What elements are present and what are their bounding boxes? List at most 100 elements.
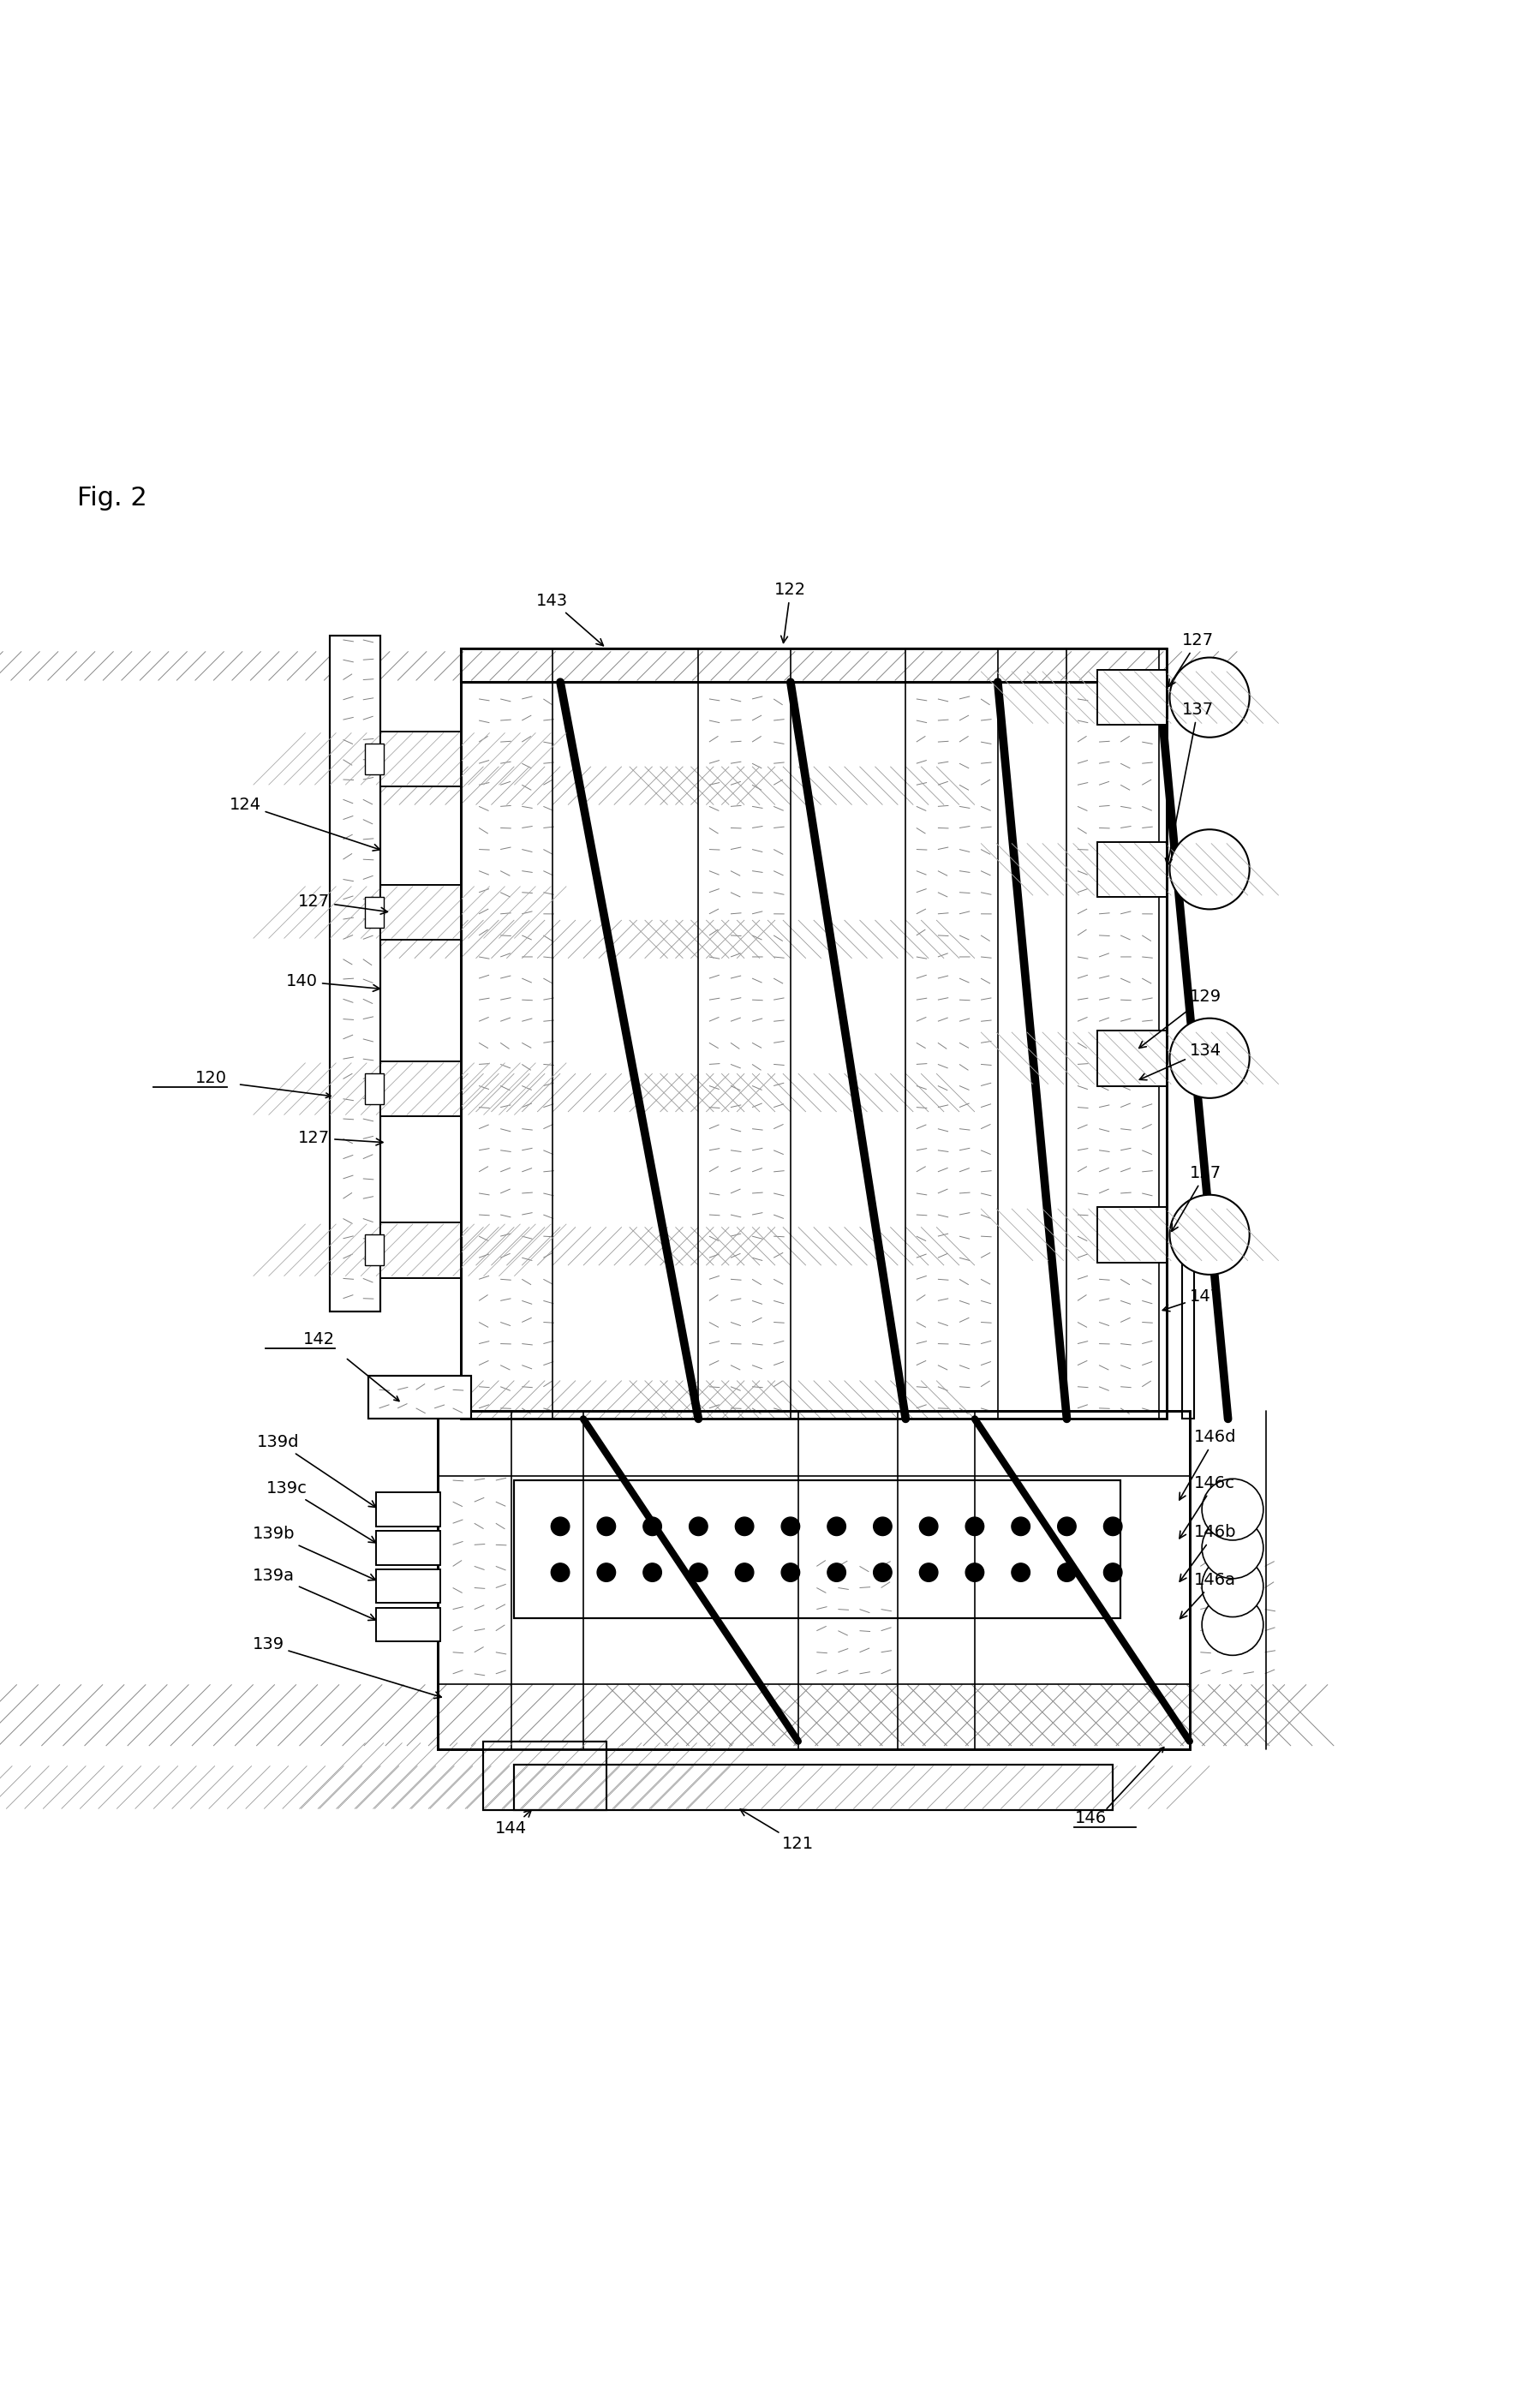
Circle shape	[781, 1517, 800, 1536]
Bar	[330, 636, 381, 1312]
Bar	[783, 1228, 898, 1264]
Bar	[906, 681, 990, 1418]
Bar	[553, 766, 698, 804]
Bar	[906, 681, 990, 1418]
Circle shape	[827, 1517, 846, 1536]
Text: 147: 147	[1162, 1288, 1222, 1312]
Bar	[376, 1493, 441, 1527]
Bar	[376, 1531, 441, 1565]
Bar	[442, 1476, 511, 1686]
Text: 139b: 139b	[252, 1527, 376, 1580]
Text: 144: 144	[496, 1811, 531, 1837]
Bar	[553, 766, 698, 804]
Circle shape	[1104, 1563, 1122, 1582]
Bar	[553, 1074, 698, 1112]
Bar	[514, 1481, 1121, 1618]
Bar	[333, 638, 378, 1308]
Bar	[381, 1223, 460, 1279]
Bar	[441, 1686, 1187, 1746]
Circle shape	[873, 1563, 892, 1582]
Bar	[1099, 843, 1165, 896]
Bar	[460, 648, 1167, 681]
Bar	[468, 681, 553, 1418]
Bar	[381, 884, 460, 939]
Bar	[376, 1493, 441, 1527]
Text: 129: 129	[1139, 990, 1222, 1047]
Circle shape	[597, 1517, 616, 1536]
Bar	[783, 920, 898, 958]
Bar	[382, 732, 459, 785]
Text: 139c: 139c	[266, 1481, 376, 1544]
Circle shape	[1058, 1517, 1076, 1536]
Circle shape	[597, 1563, 616, 1582]
Bar	[1190, 1553, 1266, 1686]
Text: 127: 127	[298, 893, 387, 915]
Bar	[1098, 843, 1167, 898]
Text: 122: 122	[775, 583, 806, 643]
Bar	[1099, 843, 1165, 896]
Bar	[1099, 672, 1165, 722]
Bar	[382, 886, 459, 939]
Bar	[1098, 843, 1167, 898]
Bar	[1098, 1206, 1167, 1262]
Bar	[514, 1765, 1113, 1811]
Circle shape	[966, 1563, 984, 1582]
Text: 146b: 146b	[1180, 1524, 1237, 1582]
Bar	[783, 766, 898, 804]
Bar	[365, 744, 384, 775]
Bar	[1067, 681, 1159, 1418]
Bar	[553, 1228, 698, 1264]
Bar	[485, 1743, 605, 1808]
Text: 139d: 139d	[256, 1433, 376, 1507]
Circle shape	[919, 1517, 938, 1536]
Bar	[460, 681, 1167, 1418]
Bar	[783, 1074, 898, 1112]
Circle shape	[781, 1563, 800, 1582]
Bar	[468, 681, 553, 1418]
Circle shape	[1202, 1594, 1263, 1654]
Circle shape	[873, 1517, 892, 1536]
Circle shape	[1104, 1517, 1122, 1536]
Text: 143: 143	[536, 592, 603, 645]
Bar	[783, 1380, 898, 1418]
Bar	[806, 1553, 898, 1686]
Circle shape	[689, 1563, 708, 1582]
Bar	[553, 920, 698, 958]
Bar	[1099, 1209, 1165, 1262]
Bar	[1098, 1031, 1167, 1086]
Circle shape	[1170, 1194, 1249, 1274]
Text: 121: 121	[740, 1808, 814, 1852]
Circle shape	[551, 1517, 569, 1536]
Bar	[368, 1375, 471, 1418]
Text: 146c: 146c	[1179, 1476, 1236, 1539]
Text: 139a: 139a	[253, 1568, 376, 1621]
Bar	[553, 1074, 698, 1112]
Bar	[698, 681, 783, 1418]
Bar	[1099, 1033, 1165, 1084]
Bar	[1098, 669, 1167, 725]
Bar	[382, 1223, 459, 1276]
Bar	[381, 732, 460, 787]
Text: 140: 140	[286, 973, 379, 992]
Circle shape	[689, 1517, 708, 1536]
Bar	[783, 1380, 898, 1418]
Circle shape	[1202, 1556, 1263, 1616]
Circle shape	[643, 1563, 662, 1582]
Bar	[1099, 672, 1165, 722]
Text: 142: 142	[302, 1332, 335, 1346]
Text: 146a: 146a	[1180, 1572, 1236, 1618]
Text: Fig. 2: Fig. 2	[77, 486, 147, 510]
Bar	[376, 1570, 441, 1604]
Bar	[370, 1377, 470, 1418]
Bar	[553, 1228, 698, 1264]
Bar	[381, 1062, 460, 1117]
Bar	[553, 920, 698, 958]
Bar	[333, 638, 378, 1308]
Text: 127: 127	[298, 1129, 382, 1146]
Circle shape	[966, 1517, 984, 1536]
Bar	[330, 636, 381, 1312]
Bar	[1098, 1031, 1167, 1086]
Circle shape	[1170, 828, 1249, 910]
Text: 134: 134	[1139, 1043, 1222, 1079]
Bar	[484, 1741, 606, 1811]
